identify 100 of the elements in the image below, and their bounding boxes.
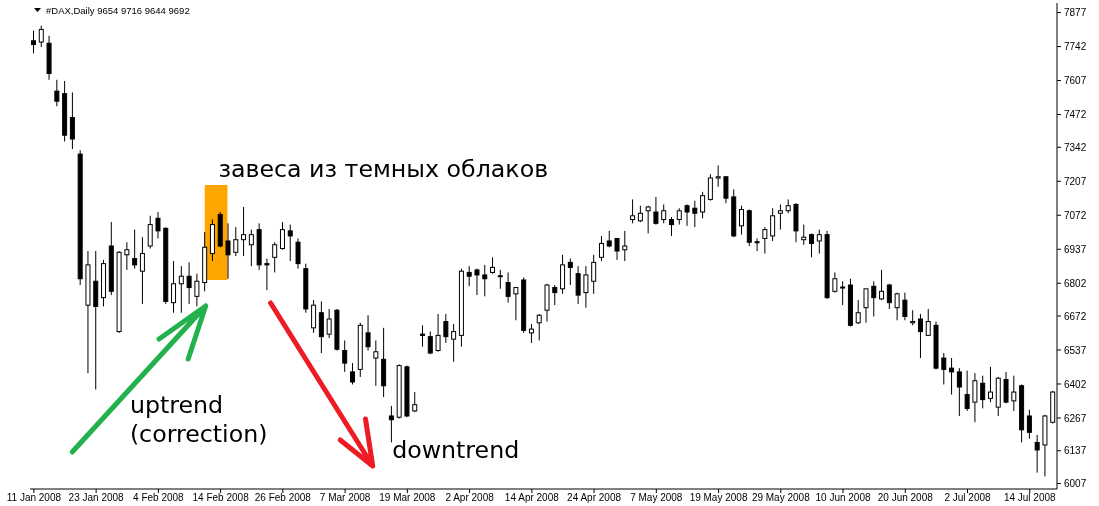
candlestick bbox=[497, 269, 503, 290]
x-tick-label: 11 Jan 2008 bbox=[6, 492, 62, 504]
y-tick-label: 6802 bbox=[1064, 277, 1087, 289]
x-tick-label: 20 Jun 2008 bbox=[877, 492, 934, 504]
candlestick bbox=[661, 203, 667, 224]
candlestick bbox=[1011, 375, 1017, 412]
candlestick bbox=[614, 237, 620, 261]
candlestick bbox=[917, 313, 923, 359]
candlestick bbox=[505, 271, 511, 304]
candlestick bbox=[700, 191, 706, 219]
y-tick-label: 6402 bbox=[1064, 378, 1087, 390]
x-tick-label: 19 Mar 2008 bbox=[379, 492, 436, 504]
y-tick-label: 7877 bbox=[1064, 7, 1087, 19]
candlestick bbox=[1026, 409, 1032, 440]
candlestick bbox=[964, 370, 970, 412]
candlestick bbox=[318, 300, 324, 354]
candlestick bbox=[630, 198, 636, 224]
candlestick bbox=[980, 375, 986, 409]
candlestick bbox=[715, 164, 721, 188]
x-tick-label: 14 Apr 2008 bbox=[504, 492, 560, 504]
candlestick bbox=[668, 216, 674, 237]
chart-title: #DAX,Daily 9654 9716 9644 9692 bbox=[46, 5, 190, 16]
candlestick bbox=[241, 206, 247, 257]
candlestick bbox=[949, 357, 955, 396]
x-tick-label: 2 Jul 2008 bbox=[944, 492, 992, 504]
candlestick bbox=[31, 30, 36, 54]
y-tick-label: 7072 bbox=[1064, 209, 1087, 221]
candlestick bbox=[272, 241, 278, 273]
y-tick-label: 6137 bbox=[1064, 445, 1087, 457]
candlestick bbox=[567, 258, 573, 286]
candlestick bbox=[536, 313, 542, 341]
candlestick bbox=[155, 211, 161, 239]
x-tick-label: 19 May 2008 bbox=[689, 492, 748, 504]
y-tick-label: 6672 bbox=[1064, 310, 1087, 322]
candlestick bbox=[420, 324, 426, 348]
candlestick bbox=[482, 264, 488, 297]
candlestick bbox=[598, 235, 604, 262]
candlestick bbox=[248, 229, 254, 267]
candlestick bbox=[186, 261, 192, 305]
x-tick-label: 7 May 2008 bbox=[630, 492, 683, 504]
candlestick bbox=[38, 25, 44, 48]
x-tick-label: 24 Apr 2008 bbox=[567, 492, 622, 504]
candlestick bbox=[777, 203, 783, 231]
candlestick bbox=[956, 367, 962, 417]
x-tick-label: 4 Feb 2008 bbox=[133, 492, 185, 504]
candlestick bbox=[373, 339, 379, 387]
y-tick-label: 6007 bbox=[1064, 478, 1087, 490]
candlestick bbox=[886, 283, 892, 310]
candlestick bbox=[1034, 434, 1040, 474]
candlestick bbox=[591, 254, 597, 295]
candlestick bbox=[466, 265, 472, 287]
candlestick bbox=[754, 237, 760, 252]
candlestick bbox=[840, 280, 846, 306]
candlestick bbox=[552, 284, 558, 306]
candlestick bbox=[194, 273, 200, 307]
candlestick bbox=[809, 232, 815, 258]
candlestick bbox=[653, 196, 659, 226]
candlestick bbox=[1003, 371, 1009, 404]
candlestick bbox=[583, 265, 589, 309]
y-tick-label: 7472 bbox=[1064, 109, 1087, 121]
candlestick bbox=[69, 91, 75, 150]
y-tick-label: 7742 bbox=[1064, 41, 1087, 53]
candlestick bbox=[388, 405, 394, 443]
candlestick bbox=[863, 288, 869, 324]
candlestick bbox=[816, 229, 822, 255]
candlestick bbox=[832, 271, 838, 294]
candlestick bbox=[925, 308, 931, 336]
candlestick bbox=[295, 237, 301, 270]
candlestick bbox=[723, 176, 729, 204]
candlestick bbox=[941, 352, 947, 385]
candlestick bbox=[264, 258, 270, 291]
x-tick-label: 23 Jan 2008 bbox=[68, 492, 125, 504]
x-tick-label: 2 Apr 2008 bbox=[445, 492, 495, 504]
candlestick bbox=[287, 224, 293, 262]
candlestick bbox=[233, 226, 239, 257]
y-tick-label: 7607 bbox=[1064, 75, 1087, 87]
x-tick-label: 14 Feb 2008 bbox=[192, 492, 250, 504]
candlestick bbox=[692, 200, 698, 228]
y-tick-label: 6537 bbox=[1064, 344, 1087, 356]
candlestick bbox=[451, 323, 457, 363]
candlestick bbox=[879, 269, 885, 301]
candlestick bbox=[132, 229, 138, 270]
candlestick bbox=[342, 339, 348, 373]
candlestick bbox=[622, 230, 628, 262]
x-tick-label: 26 Feb 2008 bbox=[254, 492, 312, 504]
candlestick bbox=[855, 299, 861, 325]
annotation: uptrend (correction) bbox=[129, 391, 268, 448]
candlestick bbox=[770, 207, 776, 242]
candlestick bbox=[474, 268, 480, 296]
candlestick bbox=[443, 313, 449, 344]
candlestick bbox=[124, 241, 130, 271]
x-tick-label: 29 May 2008 bbox=[751, 492, 811, 504]
candlestick bbox=[902, 292, 908, 321]
y-tick-label: 7342 bbox=[1064, 141, 1087, 153]
candlestick bbox=[684, 203, 690, 227]
x-tick-label: 14 Jul 2008 bbox=[1003, 492, 1057, 504]
x-tick-label: 7 Mar 2008 bbox=[319, 492, 371, 504]
y-tick-label: 6937 bbox=[1064, 243, 1087, 255]
y-tick-label: 7207 bbox=[1064, 175, 1087, 187]
candlestick bbox=[560, 254, 566, 295]
